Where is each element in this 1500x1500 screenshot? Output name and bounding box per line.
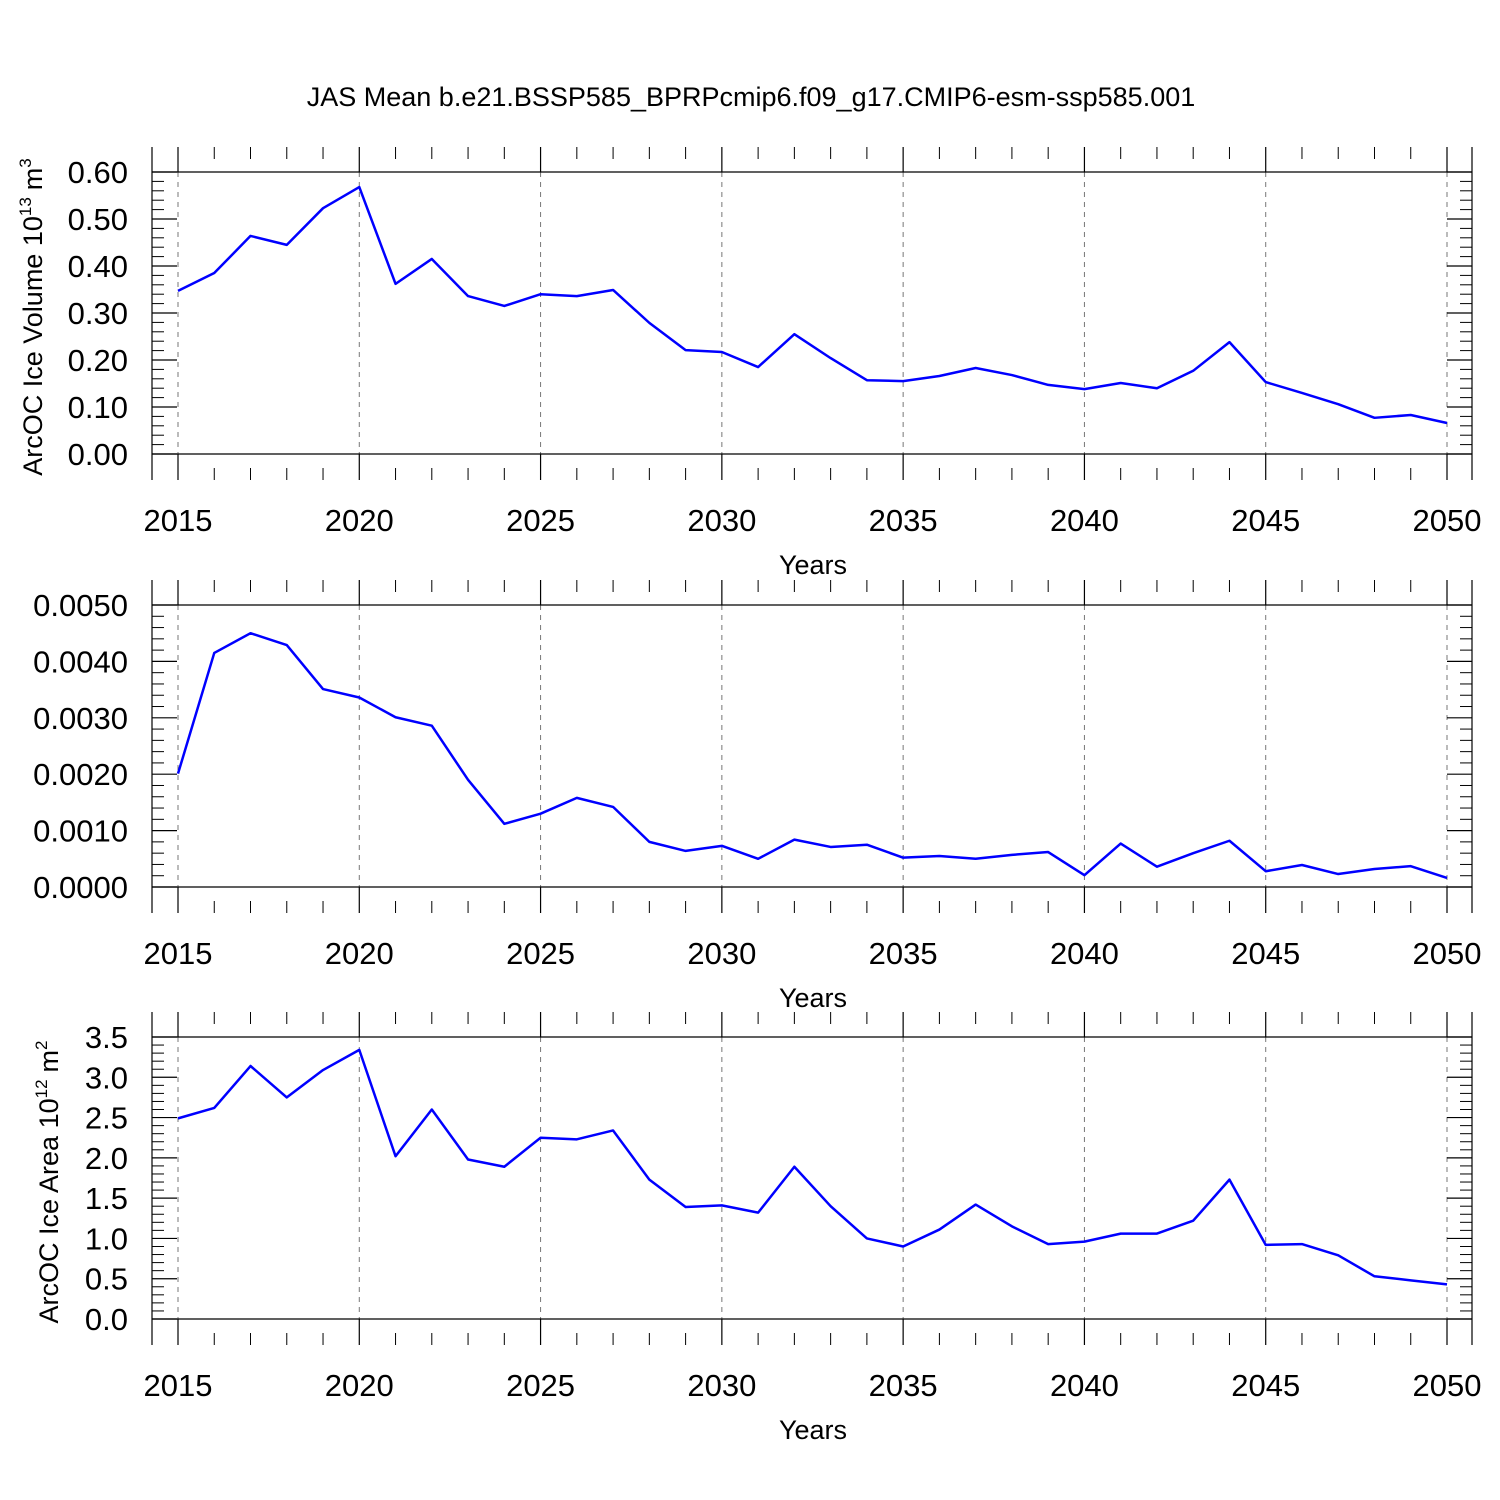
x-tick-label: 2030: [687, 1368, 756, 1403]
chart-title: JAS Mean b.e21.BSSP585_BPRPcmip6.f09_g17…: [307, 82, 1196, 112]
x-tick-label: 2020: [325, 503, 394, 538]
y-tick-label: 0.0050: [33, 588, 128, 623]
y-axis-label-unit: m: [18, 168, 48, 191]
x-tick-label: 2025: [506, 936, 575, 971]
y-tick-label: 1.5: [85, 1181, 128, 1216]
x-tick-label: 2035: [869, 1368, 938, 1403]
x-tick-label: 2030: [687, 503, 756, 538]
y-axis-label-text: ArcOC Snow Volume 10: [0, 633, 2, 924]
y-tick-label: 2.0: [85, 1141, 128, 1176]
x-tick-label: 2025: [506, 1368, 575, 1403]
x-tick-label: 2015: [144, 503, 213, 538]
x-tick-label: 2050: [1413, 503, 1482, 538]
y-tick-label: 0.0000: [33, 870, 128, 905]
y-axis-label-text: ArcOC Ice Volume 10: [18, 216, 48, 476]
y-axis-label-unit: m: [34, 1050, 64, 1073]
y-tick-label: 0.0030: [33, 701, 128, 736]
y-tick-label: 0.20: [68, 343, 128, 378]
x-tick-label: 2020: [325, 1368, 394, 1403]
y-axis-label-unit: m: [0, 585, 2, 608]
y-tick-label: 3.5: [85, 1020, 128, 1055]
y-tick-label: 0.0020: [33, 757, 128, 792]
x-tick-label: 2025: [506, 503, 575, 538]
data-line: [177, 1048, 1448, 1286]
y-tick-label: 0.5: [85, 1262, 128, 1297]
x-tick-label: 2040: [1050, 936, 1119, 971]
x-tick-label: 2045: [1231, 503, 1300, 538]
y-tick-label: 0.0010: [33, 814, 128, 849]
x-tick-label: 2015: [144, 936, 213, 971]
y-tick-label: 2.5: [85, 1101, 128, 1136]
data-line: [177, 185, 1448, 425]
x-tick-label: 2045: [1231, 1368, 1300, 1403]
y-tick-label: 0.60: [68, 155, 128, 190]
y-tick-label: 0.40: [68, 249, 128, 284]
y-tick-label: 3.0: [85, 1060, 128, 1095]
y-axis-label: ArcOC Ice Area 1012 m2: [32, 1041, 64, 1324]
y-tick-label: 0.10: [68, 390, 128, 425]
x-axis-label: Years: [779, 1415, 847, 1445]
x-tick-label: 2050: [1413, 936, 1482, 971]
y-tick-label: 0.0: [85, 1302, 128, 1337]
y-tick-label: 1.0: [85, 1221, 128, 1256]
y-axis-label-exponent: 13: [16, 197, 35, 216]
y-tick-label: 0.50: [68, 202, 128, 237]
y-axis-label: ArcOC Ice Volume 1013 m3: [16, 158, 48, 476]
y-axis-label: ArcOC Snow Volume 1013m3: [0, 575, 2, 924]
y-axis-label-text: ArcOC Ice Area 10: [34, 1098, 64, 1323]
x-tick-label: 2045: [1231, 936, 1300, 971]
x-tick-label: 2035: [869, 936, 938, 971]
x-tick-label: 2035: [869, 503, 938, 538]
y-tick-label: 0.00: [68, 437, 128, 472]
x-tick-label: 2050: [1413, 1368, 1482, 1403]
x-axis-label: Years: [779, 983, 847, 1013]
y-axis-label-unit-exponent: 2: [32, 1041, 51, 1050]
x-tick-label: 2040: [1050, 503, 1119, 538]
data-line: [176, 631, 1448, 880]
x-axis-label: Years: [779, 550, 847, 580]
y-tick-label: 0.30: [68, 296, 128, 331]
y-axis-label-exponent: 12: [32, 1079, 51, 1098]
x-tick-label: 2030: [687, 936, 756, 971]
x-tick-label: 2020: [325, 936, 394, 971]
y-tick-label: 0.0040: [33, 644, 128, 679]
x-tick-label: 2015: [144, 1368, 213, 1403]
y-axis-label-unit-exponent: 3: [16, 158, 35, 167]
x-tick-label: 2040: [1050, 1368, 1119, 1403]
